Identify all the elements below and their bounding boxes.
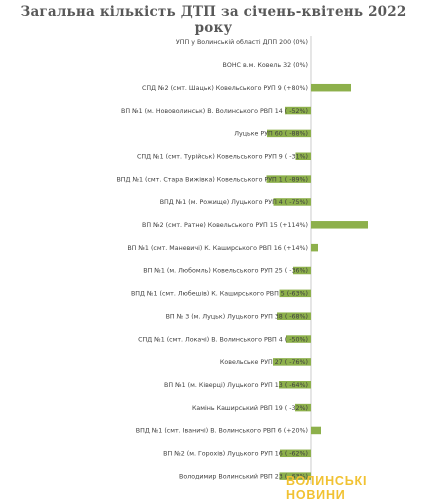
bar: [311, 426, 321, 435]
category-label: ВПД №1 (смт. Іваничі) В. Волинського РВП…: [136, 427, 308, 435]
category-label: ВП №1 (м. Любомль) Ковельського РУП 25 (…: [143, 267, 308, 275]
bar: [273, 358, 311, 366]
bar: [279, 472, 311, 480]
category-label: ВПД №1 (м. Рожище) Луцького РУП 4 ( -75%…: [160, 199, 308, 206]
bar: [295, 152, 311, 160]
category-label: Камінь Каширський РВП 19 ( -32%): [192, 404, 308, 412]
bar: [266, 175, 311, 183]
bar: [280, 449, 311, 458]
bar: [293, 266, 311, 275]
bar: [273, 198, 311, 206]
bar: [311, 83, 351, 92]
category-label: ВП №2 (смт. Ратне) Ковельського РУП 15 (…: [142, 222, 308, 229]
category-label: ВПД №1 (смт. Любешів) К. Каширського РВП…: [131, 290, 308, 298]
category-label: Луцьке РУП 60 ( -88%): [234, 131, 308, 138]
category-label: ВП № 3 (м. Луцьк) Луцького РУП 38 ( -68%…: [166, 313, 308, 320]
bar: [277, 312, 311, 320]
category-label: ВП №1 (м. Ківерці) Луцького РУП 13 ( -64…: [164, 381, 308, 389]
category-label: СПД №1 (смт. Турійськ) Ковельського РУП …: [137, 152, 308, 160]
bar: [311, 221, 368, 229]
bar: [285, 106, 311, 115]
category-label: ВП №1 (смт. Маневичі) К. Каширського РВП…: [127, 244, 308, 252]
category-label: Володимир Волинський РВП 23 ( -63%): [179, 472, 308, 480]
category-label: ВП №2 (м. Горохів) Луцького РУП 16 ( -62…: [163, 450, 308, 458]
category-label: Ковельське РУП 27 ( -76%): [220, 359, 308, 366]
bar: [279, 381, 311, 389]
bar: [295, 403, 311, 412]
category-label: СПД №1 (смт. Локачі) В. Волинського РВП …: [138, 335, 308, 343]
bar: [267, 129, 311, 138]
bar: [286, 335, 311, 343]
bar: [311, 243, 318, 252]
bar: [279, 289, 311, 298]
watermark-logo: ВОЛИНСЬКІ НОВИНИ: [286, 474, 368, 502]
chart-title: Загальна кількість ДТП за січень-квітень…: [20, 4, 407, 36]
category-label: ВП №1 (м. Нововолинськ) В. Волинського Р…: [121, 108, 308, 115]
category-label: ВПД №1 (смт. Стара Вижівка) Ковельського…: [116, 175, 308, 183]
category-label: УПП у Волинській області ДПП 200 (0%): [176, 38, 308, 46]
category-label: ВОНС в.м. Ковель 32 (0%): [223, 62, 308, 69]
category-label: СПД №2 (смт. Шацьк) Ковельського РУП 9 (…: [142, 85, 308, 92]
